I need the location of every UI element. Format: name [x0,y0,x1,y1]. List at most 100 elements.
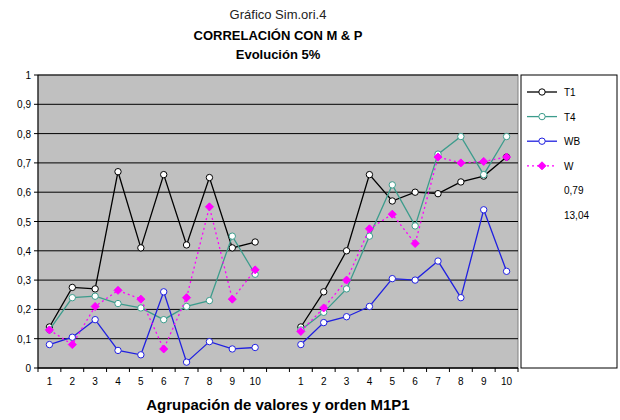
data-point [92,316,98,322]
x-tick-mark [289,368,290,372]
x-axis-title: Agrupación de valores y orden M1P1 [146,396,409,413]
x-tick-mark [312,368,313,372]
data-point [229,346,235,352]
x-tick-label: 1 [298,376,304,387]
data-point [434,153,442,161]
x-tick-label: 7 [184,376,190,387]
data-point [206,174,212,180]
x-tick-mark [518,368,519,372]
y-tick-label: 0,9 [17,99,31,110]
data-point [503,153,511,161]
x-tick-mark [266,368,267,372]
data-point [160,345,168,353]
y-tick-label: 0,4 [17,246,31,257]
data-point [503,268,509,274]
data-point [229,245,235,251]
data-point [138,352,144,358]
legend-label: W [564,161,574,172]
grid-line [38,250,518,251]
data-point [389,275,395,281]
x-tick-label: 5 [390,376,396,387]
tick-mark [34,338,38,339]
data-point [388,210,396,218]
tick-mark [34,133,38,134]
x-tick-label: 3 [92,376,98,387]
data-point [92,286,98,292]
data-point [458,294,464,300]
subtitle: Evolución 5% [236,47,321,62]
x-tick-label: 8 [207,376,213,387]
legend [521,75,617,368]
x-tick-mark [220,368,221,372]
data-point [69,294,75,300]
data-point [458,179,464,185]
data-point [161,316,167,322]
grid-line [38,192,518,193]
y-tick-label: 0,2 [17,304,31,315]
data-point [366,303,372,309]
x-tick-mark [403,368,404,372]
data-point [435,190,441,196]
x-tick-mark [83,368,84,372]
data-point [183,242,189,248]
data-point [138,245,144,251]
legend-label: WB [564,136,580,147]
y-tick-label: 0,8 [17,129,31,140]
x-tick-label: 8 [458,376,464,387]
legend-marker [539,138,545,144]
series-line [49,157,506,327]
data-point [389,182,395,188]
data-point [46,327,52,333]
data-point [481,171,487,177]
data-point [228,295,236,303]
legend-marker [538,162,546,170]
data-point [115,347,121,353]
x-tick-mark [38,368,39,372]
data-point [389,198,395,204]
x-tick-mark [380,368,381,372]
x-tick-mark [175,368,176,372]
y-tick-label: 0,3 [17,275,31,286]
tick-mark [34,280,38,281]
x-tick-mark [449,368,450,372]
data-point [412,189,418,195]
data-point [161,289,167,295]
data-point [411,239,419,247]
y-tick-label: 0,7 [17,158,31,169]
data-point [412,277,418,283]
data-point [252,239,258,245]
y-axis [38,75,39,368]
x-tick-label: 5 [138,376,144,387]
series-group [45,133,510,365]
data-point [480,157,488,165]
title: Gráfico Sim.ori.4 [230,7,327,22]
data-point [69,334,75,340]
grid-line [38,280,518,281]
x-tick-mark [60,368,61,372]
x-tick-mark [495,368,496,372]
data-point [252,344,258,350]
x-tick-mark [358,368,359,372]
data-point [115,300,121,306]
data-point [366,233,372,239]
legend-label: T1 [564,87,576,98]
data-point [251,266,259,274]
series-line [49,157,506,349]
grid-line [38,133,518,134]
data-point [297,327,305,335]
series-line [49,137,506,330]
y-tick-label: 1 [25,70,31,81]
x-tick-mark [129,368,130,372]
y-tick-label: 0,6 [17,187,31,198]
x-axis [38,368,518,369]
x-tick-mark [243,368,244,372]
data-point [91,302,99,310]
legend-marker [539,113,545,119]
grid-line [38,368,518,369]
x-tick-label: 9 [230,376,236,387]
x-tick-mark [198,368,199,372]
x-tick-label: 3 [344,376,350,387]
tick-mark [34,309,38,310]
data-point [503,154,509,160]
grid-line [38,309,518,310]
